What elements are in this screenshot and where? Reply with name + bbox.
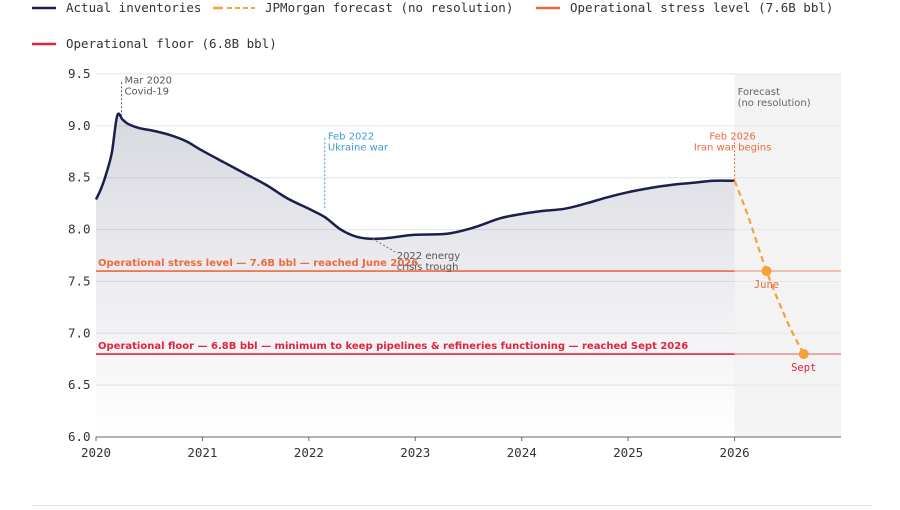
- legend-item-actual: Actual inventories: [32, 0, 201, 15]
- trough-label: 2022 energy: [397, 251, 461, 262]
- y-tick-label: 8.5: [68, 170, 91, 185]
- actual-area-fill: [96, 113, 735, 438]
- actual-inventories-line: [94, 112, 735, 241]
- legend-label-floor: Operational floor (6.8B bbl): [66, 36, 277, 51]
- x-tick-label: 2021: [187, 445, 217, 460]
- forecast-point-label: June: [754, 279, 779, 291]
- legend-item-forecast: JPMorgan forecast (no resolution): [213, 0, 513, 15]
- stress-level-label: Operational stress level — 7.6B bbl — re…: [98, 258, 418, 269]
- y-tick-label: 6.0: [68, 429, 91, 444]
- y-tick-label: 6.5: [68, 377, 91, 392]
- legend-swatch-stress: [536, 6, 560, 9]
- event-date-label: Feb 2026: [709, 131, 755, 142]
- y-tick-label: 8.0: [68, 222, 91, 237]
- forecast-point: [798, 349, 809, 360]
- x-tick-label: 2020: [81, 445, 111, 460]
- legend-item-stress: Operational stress level (7.6B bbl): [536, 0, 833, 15]
- forecast-point-label: Sept: [791, 362, 816, 374]
- y-tick-label: 9.5: [68, 66, 91, 81]
- forecast-region-label: Forecast: [738, 87, 780, 98]
- legend-swatch-floor: [32, 42, 56, 45]
- x-tick-label: 2026: [720, 445, 750, 460]
- floor-level-label: Operational floor — 6.8B bbl — minimum t…: [98, 341, 688, 352]
- legend-label-forecast: JPMorgan forecast (no resolution): [265, 0, 514, 15]
- y-tick-label: 7.0: [68, 325, 91, 340]
- x-tick-label: 2023: [400, 445, 430, 460]
- event-name-label: Iran war begins: [694, 142, 771, 153]
- event-name-label: Covid-19: [125, 86, 169, 97]
- legend-swatch-forecast: [213, 6, 255, 9]
- x-tick-label: 2025: [613, 445, 643, 460]
- x-tick-label: 2022: [294, 445, 324, 460]
- forecast-point: [761, 266, 772, 277]
- legend-label-stress: Operational stress level (7.6B bbl): [570, 0, 834, 15]
- y-tick-label: 9.0: [68, 118, 91, 133]
- legend: Actual inventories JPMorgan forecast (no…: [32, 0, 892, 56]
- legend-label-actual: Actual inventories: [66, 0, 202, 15]
- forecast-region: [734, 74, 841, 437]
- trough-sublabel: crisis trough: [397, 262, 459, 273]
- y-tick-label: 7.5: [68, 273, 91, 288]
- forecast-region-sublabel: (no resolution): [738, 98, 811, 109]
- bottom-rule: [32, 505, 872, 506]
- x-tick-label: 2024: [507, 445, 537, 460]
- trough-leader-line: [372, 238, 397, 254]
- event-date-label: Feb 2022: [328, 131, 374, 142]
- event-date-label: Mar 2020: [125, 75, 172, 86]
- legend-swatch-actual: [32, 6, 56, 9]
- legend-item-floor: Operational floor (6.8B bbl): [32, 36, 277, 51]
- event-name-label: Ukraine war: [328, 142, 389, 153]
